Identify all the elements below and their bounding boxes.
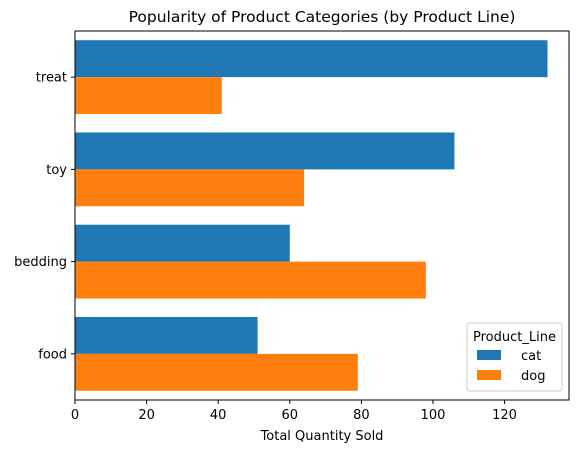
bar-bedding-cat <box>75 224 290 262</box>
bar-food-dog <box>75 353 358 391</box>
legend: Product_Line cat dog <box>466 322 563 392</box>
x-tick-label-60: 60 <box>282 408 299 423</box>
x-axis-label: Total Quantity Sold <box>260 429 384 444</box>
legend-label-dog: dog <box>521 369 545 384</box>
x-tick-label-0: 0 <box>71 408 79 423</box>
legend-title: Product_Line <box>473 330 556 345</box>
y-axis: treat toy bedding food <box>14 71 75 362</box>
y-tick-label-food: food <box>38 347 67 362</box>
x-tick-label-120: 120 <box>492 408 517 423</box>
x-tick-label-100: 100 <box>421 408 446 423</box>
bar-bedding-dog <box>75 261 426 299</box>
plot-frame <box>74 30 570 401</box>
x-tick-label-40: 40 <box>210 408 227 423</box>
bars-group <box>75 40 548 391</box>
y-tick-label-bedding: bedding <box>14 255 67 270</box>
x-axis: 0 20 40 60 80 100 120 <box>71 400 517 423</box>
bar-toy-cat <box>75 132 455 170</box>
legend-swatch-dog <box>477 370 501 380</box>
x-tick-label-80: 80 <box>353 408 370 423</box>
bar-treat-dog <box>75 77 222 115</box>
y-tick-label-treat: treat <box>36 71 67 86</box>
bar-treat-cat <box>75 40 548 78</box>
y-tick-label-toy: toy <box>46 163 67 178</box>
x-tick-label-20: 20 <box>138 408 155 423</box>
legend-label-cat: cat <box>521 349 541 364</box>
bar-food-cat <box>75 316 258 354</box>
legend-swatch-cat <box>477 350 501 360</box>
chart-title: Popularity of Product Categories (by Pro… <box>129 8 516 26</box>
legend-items: cat dog <box>477 349 545 384</box>
bar-toy-dog <box>75 169 305 207</box>
